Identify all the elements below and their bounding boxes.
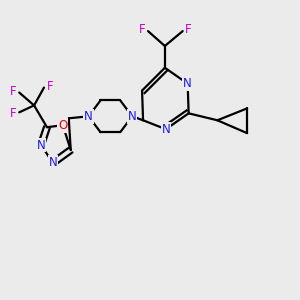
Text: N: N bbox=[84, 110, 93, 123]
Text: F: F bbox=[140, 23, 146, 36]
Text: O: O bbox=[58, 119, 68, 132]
Text: F: F bbox=[10, 85, 16, 98]
Text: N: N bbox=[128, 110, 136, 123]
Text: N: N bbox=[161, 123, 170, 136]
Text: F: F bbox=[46, 80, 53, 93]
Text: F: F bbox=[185, 23, 191, 36]
Text: N: N bbox=[37, 139, 45, 152]
Text: F: F bbox=[10, 107, 16, 120]
Text: N: N bbox=[183, 77, 192, 90]
Text: N: N bbox=[49, 156, 57, 170]
